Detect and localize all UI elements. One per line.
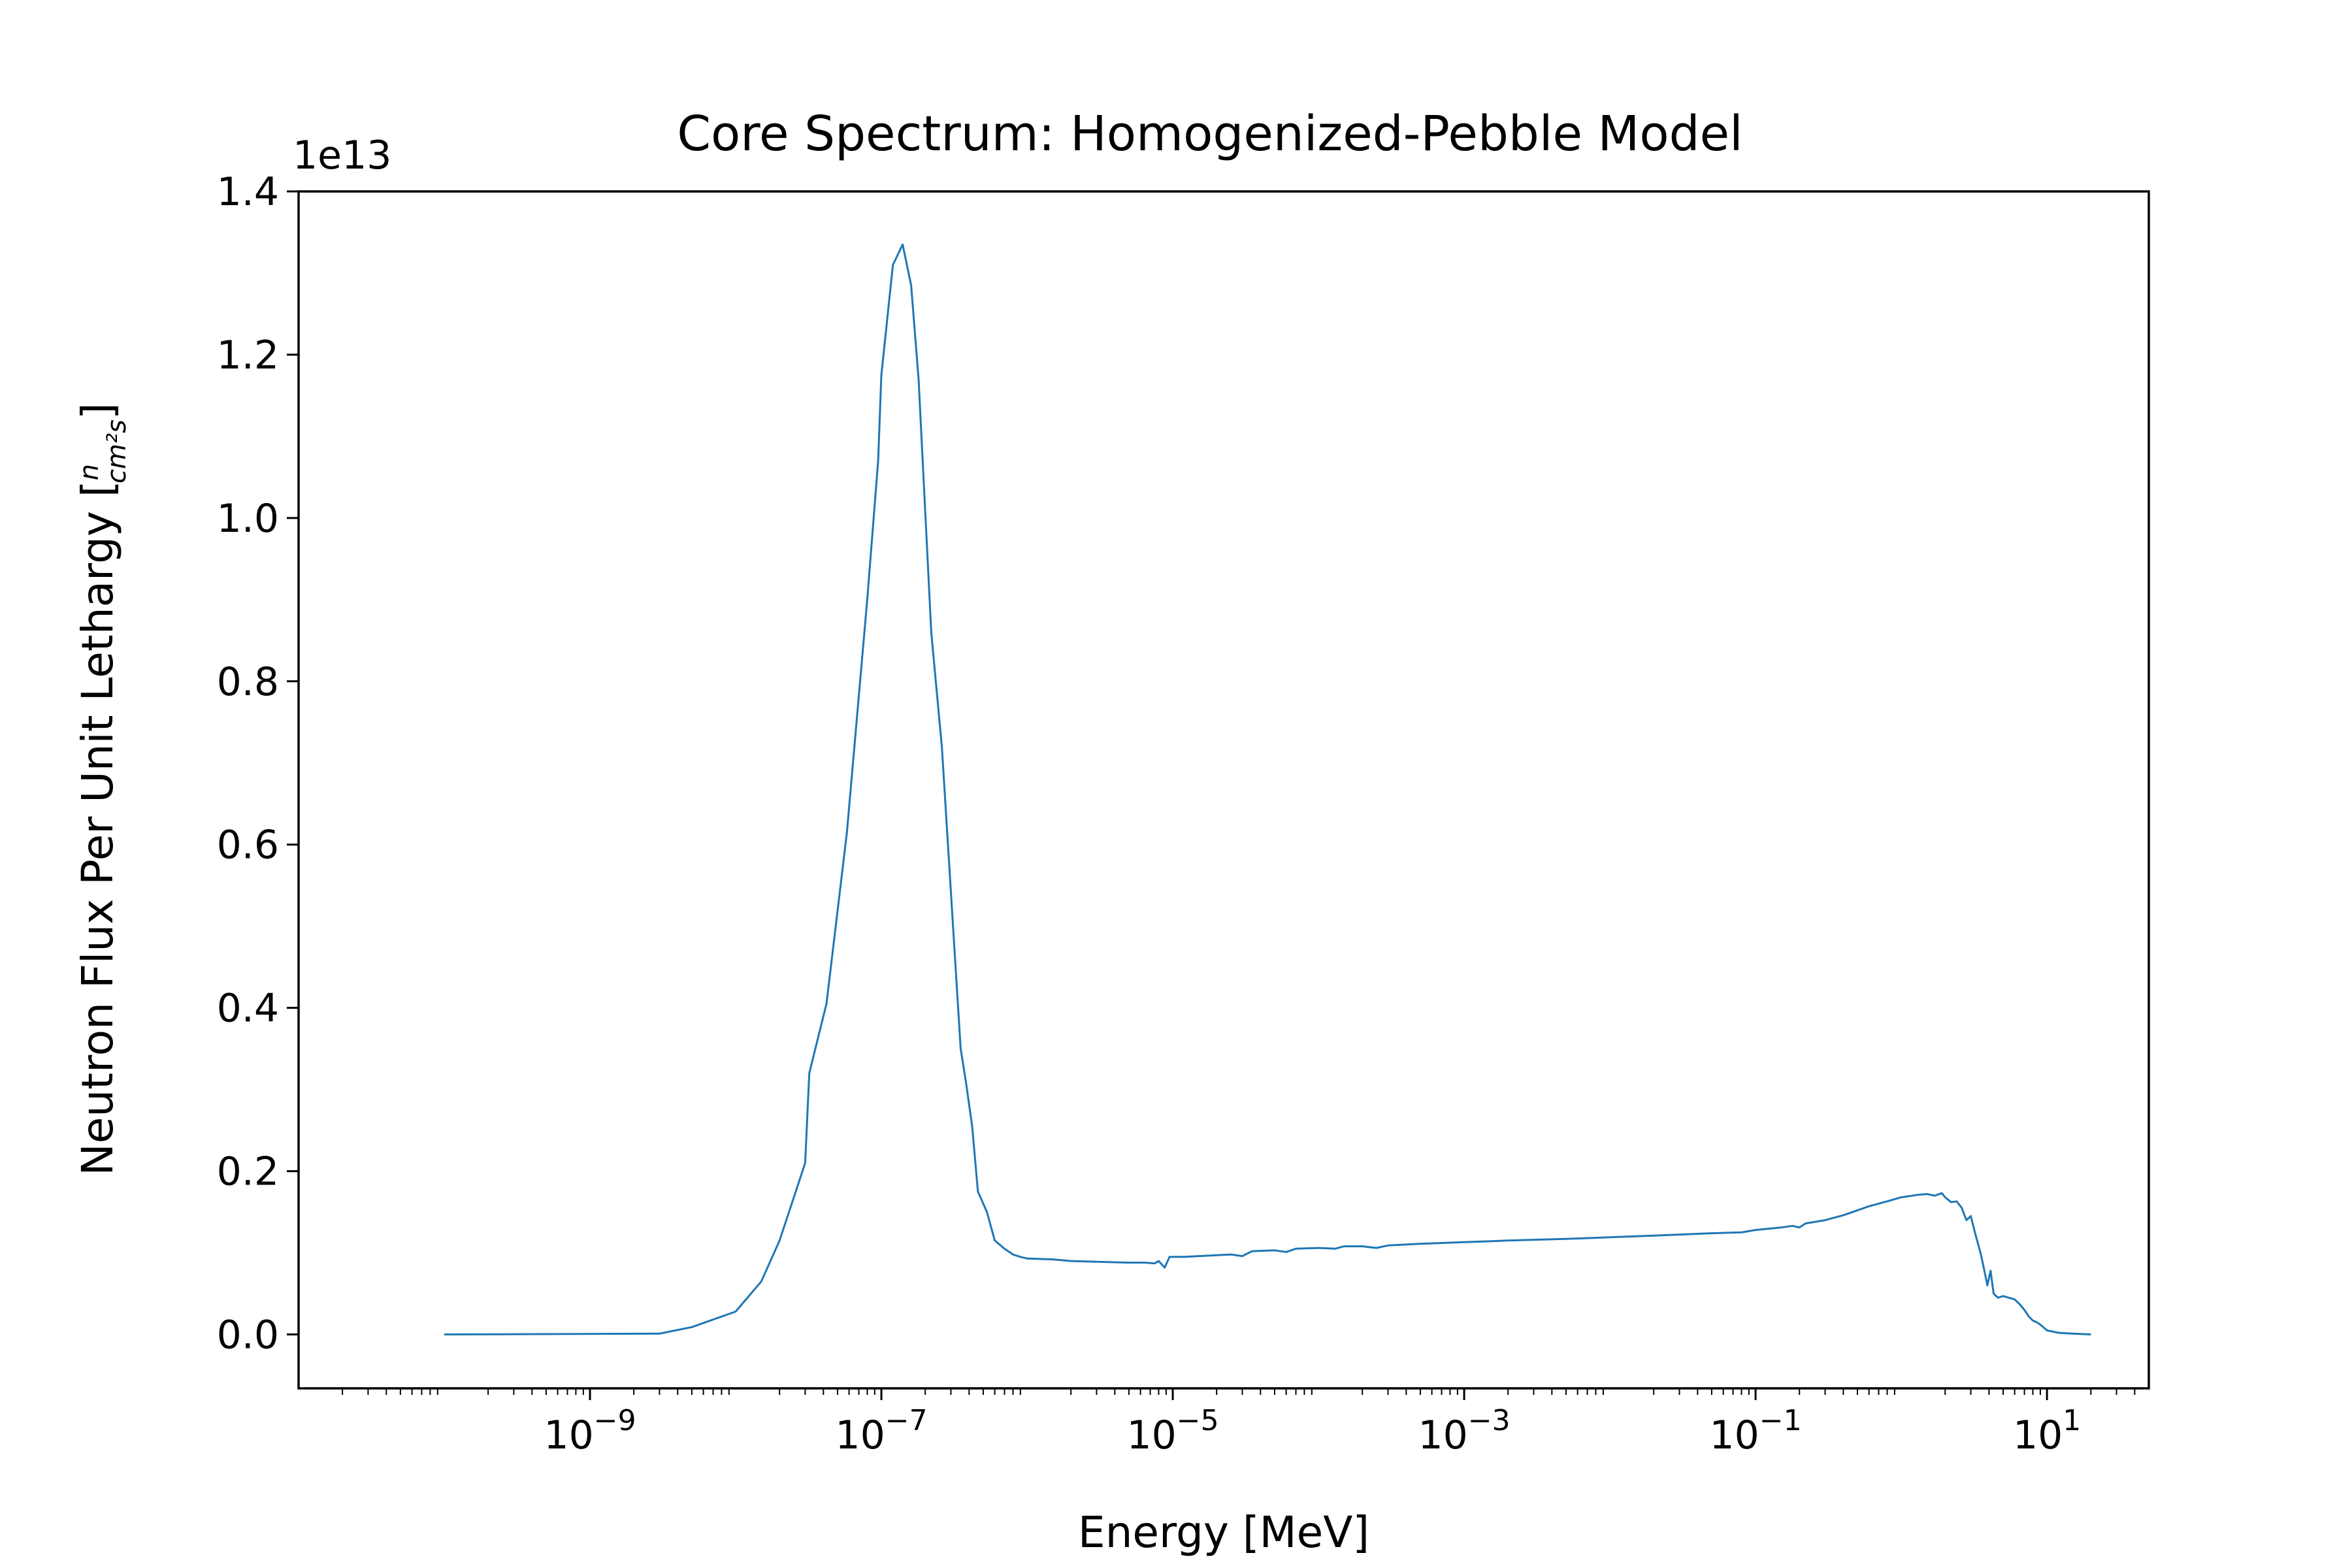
y-offset-label: 1e13 (293, 133, 391, 178)
tick-layer: 10−9 10−7 10−5 10−3 10−1 101 0.0 0.2 0.4 0.6 0.8 1.… (217, 169, 2136, 1458)
y-tick-label: 1.4 (217, 169, 279, 215)
x-tick-label: 10−9 (544, 1404, 636, 1458)
x-tick-label: 10−1 (1709, 1404, 1801, 1458)
y-tick-label: 0.8 (217, 659, 279, 705)
x-tick-label: 101 (2013, 1404, 2081, 1458)
plot-frame (297, 190, 2150, 1390)
y-tick-label: 0.2 (217, 1149, 279, 1195)
y-tick-label: 0.6 (217, 823, 279, 868)
x-axis-label: Energy [MeV] (1078, 1507, 1369, 1558)
series-line-core-spectrum (444, 243, 2091, 1335)
x-tick-label: 10−3 (1418, 1404, 1510, 1458)
y-tick-label: 0.4 (217, 986, 279, 1032)
y-axis-label: Neutron Flux Per Unit Lethargy [ncm²s] (73, 402, 132, 1175)
chart-title: Core Spectrum: Homogenized-Pebble Model (677, 106, 1742, 162)
y-axis-label-text: Neutron Flux Per Unit Lethargy [ncm²s] (73, 402, 132, 1175)
x-tick-label: 10−5 (1126, 1404, 1218, 1458)
x-tick-label: 10−7 (835, 1404, 927, 1458)
y-tick-label: 1.2 (217, 333, 279, 378)
y-tick-label: 1.0 (217, 496, 279, 542)
y-tick-label: 0.0 (217, 1313, 279, 1358)
